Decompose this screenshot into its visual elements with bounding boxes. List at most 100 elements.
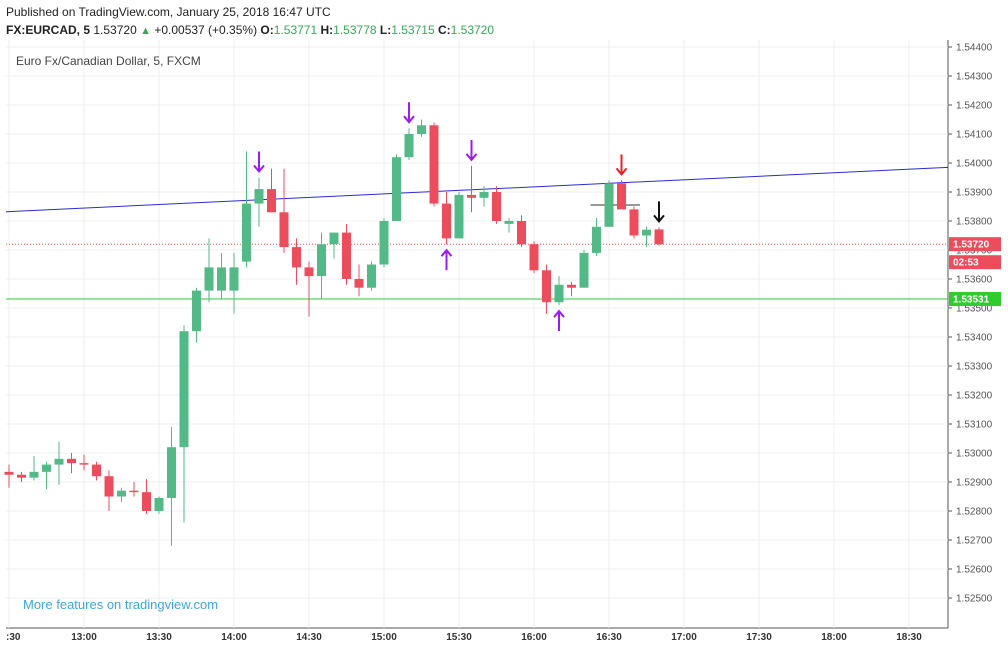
x-tick-label: 15:00 bbox=[371, 632, 397, 643]
x-tick-label: 14:30 bbox=[296, 632, 322, 643]
candle-body bbox=[404, 134, 414, 158]
candle-body bbox=[254, 189, 264, 204]
candle-body bbox=[117, 490, 126, 497]
candle-body bbox=[579, 252, 589, 288]
candle-body bbox=[504, 221, 514, 224]
candle-body bbox=[167, 447, 176, 498]
up-triangle-icon: ▲ bbox=[140, 25, 151, 37]
x-tick-label: 15:30 bbox=[446, 632, 472, 643]
candle-body bbox=[442, 203, 451, 239]
candle-body bbox=[67, 458, 76, 464]
candle-body bbox=[17, 474, 26, 478]
candle-body bbox=[242, 203, 251, 262]
candle-body bbox=[304, 267, 314, 277]
candle-body bbox=[129, 490, 139, 493]
candle-body bbox=[492, 192, 501, 221]
candle-body bbox=[104, 476, 114, 497]
trendline[interactable] bbox=[5, 166, 949, 213]
candle-body bbox=[292, 247, 301, 268]
up-arrow-icon bbox=[553, 309, 565, 318]
open-label: O: bbox=[260, 23, 274, 37]
candle-body bbox=[217, 267, 226, 291]
y-tick-label: 1.52600 bbox=[956, 565, 993, 576]
close-value: 1.53720 bbox=[450, 23, 495, 37]
candle-body bbox=[317, 244, 326, 277]
candle-body bbox=[592, 226, 601, 253]
published-caption: Published on TradingView.com, January 25… bbox=[6, 5, 331, 19]
x-tick-label: 18:30 bbox=[896, 632, 922, 643]
low-value: 1.53715 bbox=[391, 23, 435, 37]
watermark-link[interactable]: More features on tradingview.com bbox=[23, 597, 219, 612]
x-tick-label: 16:30 bbox=[596, 632, 622, 643]
y-tick-label: 1.53500 bbox=[956, 304, 993, 315]
candle-body bbox=[342, 232, 351, 279]
y-tick-label: 1.54200 bbox=[956, 101, 993, 112]
y-tick-label: 1.54300 bbox=[956, 72, 993, 83]
y-tick-label: 1.53200 bbox=[956, 391, 993, 402]
symbol-label: FX:EURCAD, 5 bbox=[6, 23, 91, 37]
candle-body bbox=[617, 183, 626, 210]
x-tick-label: 14:00 bbox=[221, 632, 247, 643]
down-arrow-icon bbox=[253, 164, 265, 174]
support-price-tag: 1.53531 bbox=[953, 295, 990, 306]
x-tick-label: 13:00 bbox=[71, 632, 97, 643]
candle-body bbox=[92, 464, 101, 477]
high-label: H: bbox=[320, 23, 334, 37]
support-price-tag-bg bbox=[949, 292, 1001, 307]
candle-body bbox=[542, 270, 551, 303]
y-tick-label: 1.52500 bbox=[956, 594, 993, 605]
x-tick-label: 17:30 bbox=[746, 632, 772, 643]
candle-body bbox=[4, 471, 14, 475]
current-price-tag-bg bbox=[949, 237, 1001, 252]
up-arrow-icon bbox=[440, 248, 453, 257]
candle-body bbox=[529, 244, 539, 271]
candle-body bbox=[204, 267, 214, 291]
last-price: 1.53720 bbox=[93, 23, 137, 37]
candle-body bbox=[467, 194, 476, 198]
candle-body bbox=[79, 463, 89, 465]
candle-body bbox=[42, 464, 51, 472]
price-change: +0.00537 (+0.35%) bbox=[154, 23, 258, 37]
y-tick-label: 1.53000 bbox=[956, 449, 993, 460]
candle-body bbox=[654, 229, 664, 245]
y-tick-label: 1.53600 bbox=[956, 275, 993, 286]
candle-body bbox=[367, 264, 376, 288]
y-tick-label: 1.53800 bbox=[956, 217, 993, 228]
candle-body bbox=[329, 232, 339, 245]
candle-body bbox=[629, 209, 639, 236]
y-tick-label: 1.54000 bbox=[956, 159, 993, 170]
close-label: C: bbox=[437, 23, 451, 37]
down-arrow-icon bbox=[615, 167, 628, 176]
candle-body bbox=[179, 331, 189, 448]
chart-title: Euro Fx/Canadian Dollar, 5, FXCM bbox=[16, 54, 201, 68]
candle-body bbox=[454, 194, 464, 239]
candle-body bbox=[29, 471, 39, 478]
candle-body bbox=[479, 192, 489, 198]
candle-body bbox=[229, 267, 239, 291]
y-tick-label: 1.52800 bbox=[956, 507, 993, 518]
down-arrow-icon bbox=[403, 115, 415, 124]
x-tick-label: 13:30 bbox=[146, 632, 172, 643]
current-price-tag: 1.53720 bbox=[953, 240, 990, 251]
candle-body bbox=[554, 284, 564, 303]
y-tick-label: 1.54100 bbox=[956, 130, 993, 141]
candle-body bbox=[192, 290, 201, 332]
candle-body bbox=[354, 279, 364, 288]
y-tick-label: 1.53900 bbox=[956, 188, 993, 199]
candle-body bbox=[392, 157, 401, 221]
y-tick-label: 1.53400 bbox=[956, 333, 993, 344]
candle-body bbox=[604, 183, 614, 227]
candle-body bbox=[429, 125, 439, 204]
x-tick-label: 16:00 bbox=[521, 632, 547, 643]
open-value: 1.53771 bbox=[273, 23, 318, 37]
x-tick-label: 18:00 bbox=[821, 632, 847, 643]
candle-body bbox=[142, 492, 151, 511]
high-value: 1.53778 bbox=[333, 23, 377, 37]
x-tick-label: :30 bbox=[6, 632, 21, 643]
y-tick-label: 1.52700 bbox=[956, 536, 993, 547]
candle-body bbox=[267, 189, 276, 213]
y-tick-label: 1.53100 bbox=[956, 420, 993, 431]
candle-body bbox=[154, 497, 164, 511]
candle-body bbox=[54, 458, 64, 465]
